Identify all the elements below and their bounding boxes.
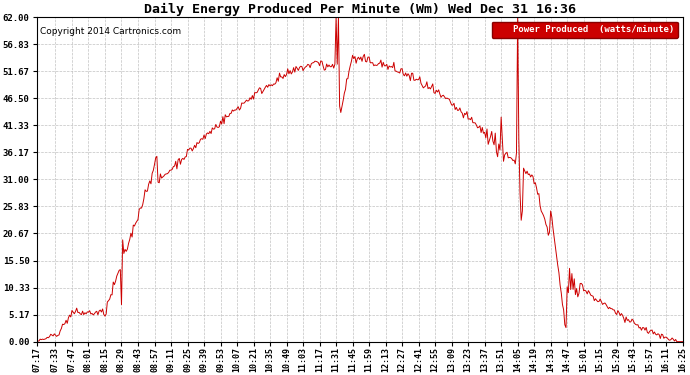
Text: Copyright 2014 Cartronics.com: Copyright 2014 Cartronics.com bbox=[40, 27, 181, 36]
Title: Daily Energy Produced Per Minute (Wm) Wed Dec 31 16:36: Daily Energy Produced Per Minute (Wm) We… bbox=[144, 3, 575, 16]
Legend: Power Produced  (watts/minute): Power Produced (watts/minute) bbox=[492, 21, 678, 38]
